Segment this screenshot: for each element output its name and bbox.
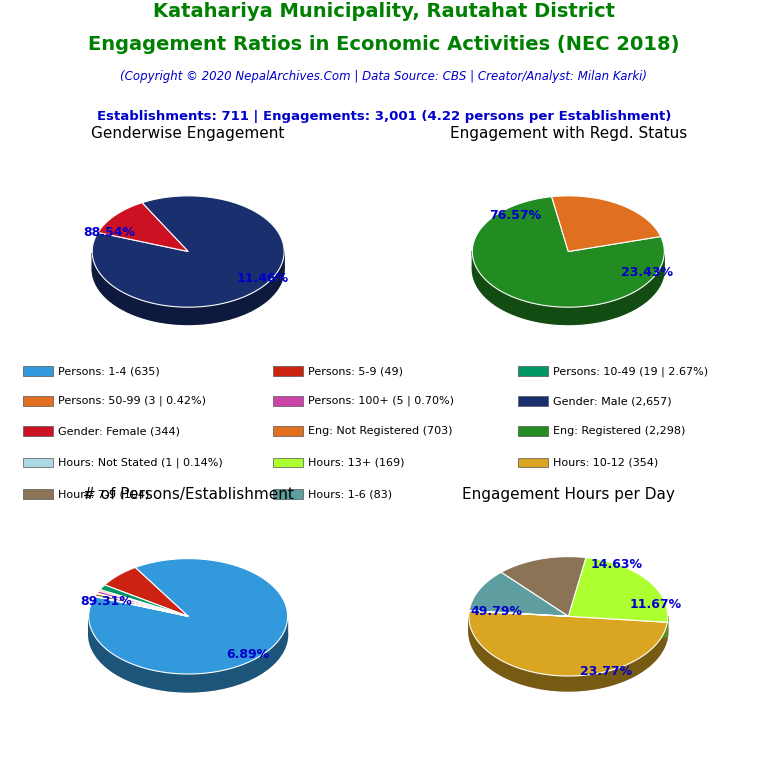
- Polygon shape: [92, 252, 284, 324]
- Polygon shape: [88, 558, 288, 674]
- Text: Gender: Female (344): Gender: Female (344): [58, 426, 180, 436]
- Text: Hours: 7-9 (104): Hours: 7-9 (104): [58, 489, 149, 499]
- Text: Engagement Ratios in Economic Activities (NEC 2018): Engagement Ratios in Economic Activities…: [88, 35, 680, 54]
- Polygon shape: [468, 611, 667, 676]
- Text: Persons: 1-4 (635): Persons: 1-4 (635): [58, 366, 160, 376]
- Text: 88.54%: 88.54%: [84, 226, 135, 239]
- Text: Katahariya Municipality, Rautahat District: Katahariya Municipality, Rautahat Distri…: [153, 2, 615, 21]
- Title: # of Persons/Establishment: # of Persons/Establishment: [83, 487, 293, 502]
- Polygon shape: [88, 577, 288, 692]
- FancyBboxPatch shape: [23, 396, 53, 406]
- Polygon shape: [95, 594, 188, 616]
- FancyBboxPatch shape: [273, 366, 303, 376]
- Polygon shape: [92, 196, 284, 307]
- Text: Eng: Not Registered (703): Eng: Not Registered (703): [307, 426, 452, 436]
- Polygon shape: [472, 251, 664, 324]
- Text: Gender: Male (2,657): Gender: Male (2,657): [553, 396, 672, 406]
- FancyBboxPatch shape: [273, 489, 303, 499]
- Polygon shape: [472, 214, 664, 324]
- Text: Hours: Not Stated (1 | 0.14%): Hours: Not Stated (1 | 0.14%): [58, 458, 223, 468]
- Text: 6.89%: 6.89%: [227, 647, 270, 660]
- FancyBboxPatch shape: [273, 426, 303, 436]
- Text: 49.79%: 49.79%: [471, 605, 523, 617]
- Text: 11.67%: 11.67%: [630, 598, 682, 611]
- Polygon shape: [104, 568, 188, 616]
- Polygon shape: [568, 558, 668, 622]
- Text: Hours: 13+ (169): Hours: 13+ (169): [307, 458, 404, 468]
- FancyBboxPatch shape: [273, 396, 303, 406]
- Polygon shape: [99, 590, 188, 616]
- Polygon shape: [89, 618, 287, 692]
- Polygon shape: [97, 591, 188, 616]
- Text: Persons: 10-49 (19 | 2.67%): Persons: 10-49 (19 | 2.67%): [553, 366, 708, 376]
- Polygon shape: [551, 196, 660, 252]
- Text: 11.46%: 11.46%: [237, 272, 289, 285]
- Polygon shape: [469, 611, 568, 616]
- FancyBboxPatch shape: [518, 366, 548, 376]
- Polygon shape: [568, 616, 667, 637]
- FancyBboxPatch shape: [273, 458, 303, 468]
- Text: (Copyright © 2020 NepalArchives.Com | Data Source: CBS | Creator/Analyst: Milan : (Copyright © 2020 NepalArchives.Com | Da…: [121, 70, 647, 83]
- FancyBboxPatch shape: [23, 458, 53, 468]
- Text: 76.57%: 76.57%: [489, 209, 541, 221]
- Text: 14.63%: 14.63%: [590, 558, 642, 571]
- Text: Persons: 100+ (5 | 0.70%): Persons: 100+ (5 | 0.70%): [307, 396, 454, 406]
- Polygon shape: [468, 571, 668, 691]
- Polygon shape: [100, 585, 188, 616]
- Polygon shape: [94, 596, 188, 616]
- Polygon shape: [469, 572, 568, 616]
- Title: Engagement with Regd. Status: Engagement with Regd. Status: [450, 126, 687, 141]
- Text: 23.43%: 23.43%: [621, 266, 673, 279]
- Polygon shape: [92, 214, 284, 324]
- Text: Persons: 5-9 (49): Persons: 5-9 (49): [307, 366, 402, 376]
- Polygon shape: [97, 593, 188, 616]
- Polygon shape: [502, 557, 586, 616]
- FancyBboxPatch shape: [23, 489, 53, 499]
- Title: Genderwise Engagement: Genderwise Engagement: [91, 126, 285, 141]
- Text: Hours: 1-6 (83): Hours: 1-6 (83): [307, 489, 392, 499]
- Text: Eng: Registered (2,298): Eng: Registered (2,298): [553, 426, 686, 436]
- FancyBboxPatch shape: [518, 396, 548, 406]
- Text: 89.31%: 89.31%: [81, 595, 133, 608]
- Polygon shape: [472, 197, 664, 307]
- FancyBboxPatch shape: [23, 366, 53, 376]
- Text: 23.77%: 23.77%: [580, 664, 632, 677]
- FancyBboxPatch shape: [518, 458, 548, 468]
- Text: Establishments: 711 | Engagements: 3,001 (4.22 persons per Establishment): Establishments: 711 | Engagements: 3,001…: [97, 110, 671, 123]
- FancyBboxPatch shape: [518, 426, 548, 436]
- Polygon shape: [468, 617, 667, 691]
- Title: Engagement Hours per Day: Engagement Hours per Day: [462, 487, 675, 502]
- FancyBboxPatch shape: [23, 426, 53, 436]
- Text: Persons: 50-99 (3 | 0.42%): Persons: 50-99 (3 | 0.42%): [58, 396, 206, 406]
- Polygon shape: [568, 616, 667, 637]
- Polygon shape: [98, 203, 188, 252]
- Text: Hours: 10-12 (354): Hours: 10-12 (354): [553, 458, 659, 468]
